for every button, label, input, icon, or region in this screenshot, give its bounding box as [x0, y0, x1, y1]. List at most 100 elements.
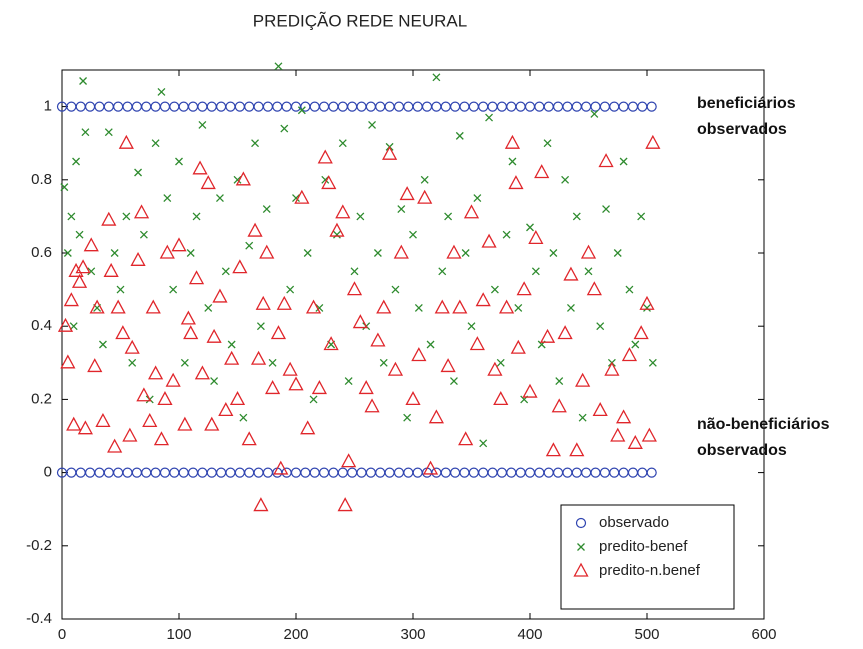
triangle-marker	[300, 420, 316, 435]
triangle-marker	[364, 398, 380, 413]
triangle-marker	[376, 299, 392, 314]
x-marker	[485, 113, 494, 122]
triangle-marker	[417, 189, 433, 204]
triangle-marker	[586, 281, 602, 296]
triangle-marker	[71, 273, 88, 288]
triangle-marker	[115, 325, 131, 340]
triangle-marker	[273, 460, 289, 475]
triangle-marker	[255, 295, 271, 310]
x-marker	[561, 175, 570, 184]
x-marker	[590, 109, 599, 118]
x-marker	[67, 212, 76, 221]
triangle-marker	[528, 229, 544, 245]
legend-label: predito-n.benef	[599, 562, 701, 579]
triangle-marker	[142, 412, 158, 428]
y-tick-label: -0.4	[26, 610, 52, 627]
legend-marker	[577, 543, 585, 551]
triangle-marker	[557, 325, 573, 340]
triangle-marker	[493, 391, 509, 406]
triangle-marker	[235, 171, 251, 186]
x-marker	[566, 303, 575, 312]
triangle-marker	[434, 299, 450, 314]
x-marker	[543, 139, 552, 148]
triangle-marker	[337, 497, 353, 512]
triangle-marker	[516, 281, 532, 296]
x-marker	[455, 131, 464, 140]
triangle-marker	[522, 383, 538, 398]
x-marker	[338, 139, 347, 148]
x-marker	[613, 249, 622, 257]
x-marker	[63, 249, 72, 257]
x-marker	[98, 340, 107, 349]
x-marker	[79, 77, 88, 85]
triangle-marker	[393, 244, 409, 259]
triangle-marker	[346, 281, 363, 296]
y-tick-label: 0.4	[31, 317, 52, 334]
triangle-marker	[148, 365, 164, 380]
triangle-marker	[259, 244, 275, 259]
x-marker	[625, 285, 634, 294]
x-marker	[157, 88, 166, 96]
triangle-marker	[487, 361, 503, 376]
x-marker	[379, 358, 388, 367]
x-marker	[490, 285, 499, 294]
x-marker	[245, 241, 254, 250]
triangle-marker	[598, 153, 614, 168]
x-marker	[292, 194, 300, 203]
x-marker	[221, 267, 230, 276]
x-marker	[60, 183, 69, 192]
x-marker	[637, 212, 646, 221]
x-marker	[373, 249, 382, 257]
triangle-marker	[604, 361, 620, 376]
triangle-marker	[183, 325, 199, 340]
triangle-marker	[639, 295, 655, 310]
triangle-marker	[641, 427, 657, 442]
x-marker	[578, 413, 587, 422]
triangle-marker	[153, 431, 170, 446]
triangle-marker	[192, 160, 208, 175]
triangle-marker	[534, 164, 550, 179]
triangle-marker	[229, 391, 246, 406]
triangle-marker	[103, 262, 119, 277]
triangle-marker	[475, 292, 491, 307]
x-marker	[438, 267, 447, 276]
x-marker	[444, 212, 453, 221]
x-tick-label: 100	[166, 626, 191, 643]
x-marker	[526, 223, 534, 232]
x-marker	[572, 212, 581, 221]
triangle-marker	[499, 299, 515, 314]
triangle-marker	[545, 442, 561, 457]
triangle-marker	[224, 350, 240, 365]
triangle-marker	[563, 266, 579, 281]
triangle-marker	[145, 299, 161, 314]
x-marker	[210, 377, 219, 386]
triangle-marker	[510, 339, 526, 354]
x-marker	[467, 322, 476, 331]
triangle-marker	[370, 332, 386, 347]
triangle-marker	[204, 416, 220, 431]
triangle-marker	[627, 434, 643, 449]
x-marker	[233, 175, 242, 184]
x-marker	[122, 212, 131, 221]
triangle-marker	[422, 460, 439, 475]
x-marker	[303, 249, 312, 257]
triangle-marker	[508, 175, 524, 190]
triangle-marker	[411, 347, 427, 362]
x-marker	[116, 285, 125, 294]
triangle-marker	[645, 134, 661, 149]
x-marker	[473, 194, 482, 203]
y-tick-label: -0.2	[26, 537, 52, 554]
x-marker	[332, 230, 341, 239]
triangle-marker	[358, 380, 374, 395]
triangle-marker	[399, 186, 415, 201]
triangle-marker	[177, 416, 193, 431]
x-marker	[134, 168, 143, 177]
triangle-marker	[580, 244, 597, 259]
x-marker	[426, 340, 435, 349]
x-marker	[69, 322, 78, 331]
triangle-marker	[311, 380, 327, 395]
x-marker	[110, 249, 119, 257]
triangle-marker	[335, 204, 351, 219]
triangle-marker	[57, 317, 74, 332]
x-marker	[280, 124, 289, 133]
